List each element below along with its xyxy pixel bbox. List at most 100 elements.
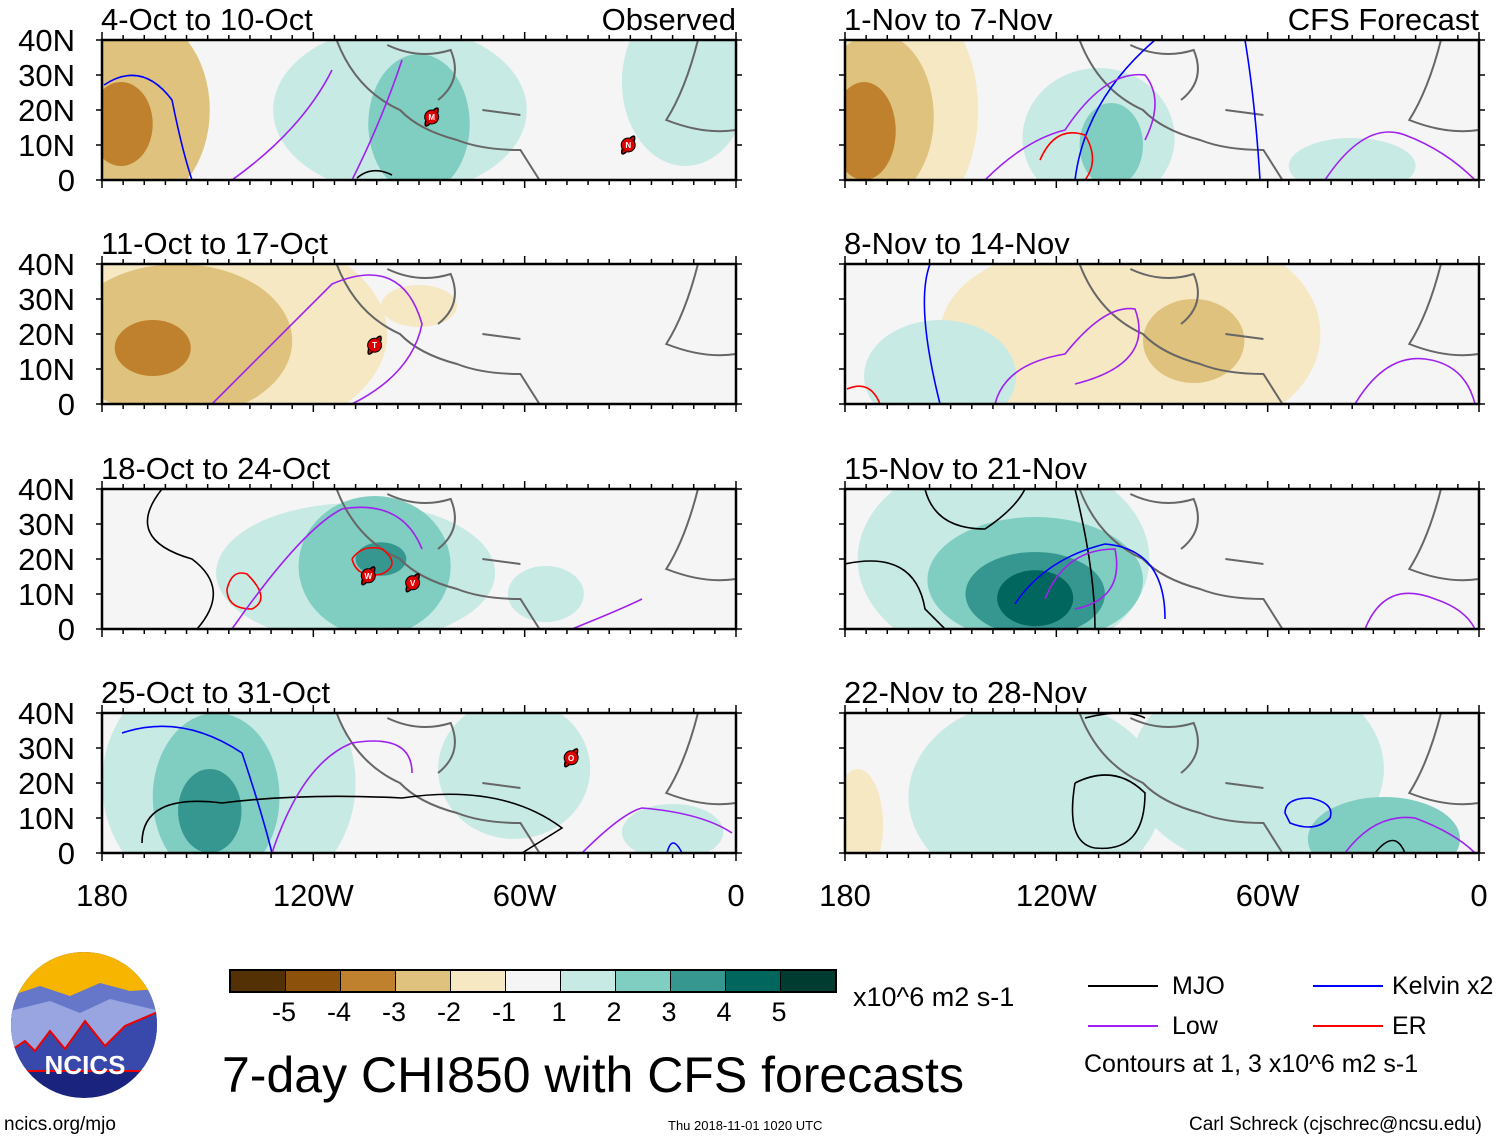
map-panel-left-3: O — [96, 705, 742, 861]
chi-shading — [178, 769, 242, 853]
x-tick-label: 60W — [1235, 878, 1300, 913]
logo-text: NCICS — [45, 1050, 126, 1080]
colorbar-label: 1 — [551, 997, 567, 1027]
low-line-icon — [1088, 1025, 1158, 1027]
panel-title: 1-Nov to 7-Nov — [844, 2, 1053, 37]
chi-shading — [845, 769, 884, 853]
storm-label: W — [364, 572, 372, 581]
contour-line — [103, 74, 193, 180]
x-tick-label: 0 — [727, 878, 745, 913]
chi-shading — [621, 804, 724, 853]
storm-label: M — [428, 113, 435, 122]
chi-shading — [438, 713, 591, 839]
contour-line — [666, 842, 683, 853]
chi-shading — [507, 566, 584, 622]
chi-shading — [908, 713, 1162, 853]
contour-line — [141, 793, 564, 853]
panel-title: 15-Nov to 21-Nov — [844, 451, 1087, 486]
map-panel-right-1 — [839, 256, 1485, 412]
y-tick-label: 20N — [18, 766, 75, 801]
mjo-line-icon — [1088, 985, 1158, 987]
legend-label: MJO — [1172, 972, 1225, 1000]
y-tick-label: 20N — [18, 317, 75, 352]
colorbar-swatch — [725, 971, 780, 991]
x-tick-label: 180 — [819, 878, 871, 913]
y-tick-label: 30N — [18, 507, 75, 542]
coastline — [335, 264, 736, 404]
contour-line — [121, 725, 273, 853]
contour-line — [356, 169, 393, 179]
contour-line — [923, 264, 941, 404]
storm-icon: N — [620, 135, 636, 155]
y-tick-label: 10N — [18, 352, 75, 387]
panel-tag: CFS Forecast — [1287, 2, 1479, 37]
y-tick-label: 30N — [18, 58, 75, 93]
panel-title: 4-Oct to 10-Oct — [101, 2, 313, 37]
colorbar-swatch — [615, 971, 670, 991]
colorbar-label: -3 — [381, 997, 406, 1027]
colorbar-swatch — [395, 971, 450, 991]
colorbar-swatch — [450, 971, 505, 991]
y-tick-label: 0 — [57, 387, 75, 422]
contour-line — [146, 489, 215, 629]
contour-line — [1071, 713, 1406, 853]
x-tick-label: 180 — [76, 878, 128, 913]
footer-url[interactable]: ncics.org/mjo — [4, 1114, 116, 1135]
contour-line — [211, 274, 423, 404]
colorbar-swatch — [231, 971, 285, 991]
chi-shading — [997, 570, 1074, 627]
contour-line — [1014, 543, 1166, 620]
coastline — [335, 489, 736, 629]
coastline — [335, 40, 736, 180]
colorbar-swatch — [560, 971, 615, 991]
chi-shading — [380, 285, 458, 327]
colorbar-label: 5 — [771, 997, 787, 1027]
y-tick-label: 20N — [18, 93, 75, 128]
contour-line — [231, 506, 643, 629]
chi-shading — [114, 320, 191, 376]
contour-line — [846, 385, 881, 404]
figure-title: 7-day CHI850 with CFS forecasts — [222, 1047, 964, 1103]
x-tick-label: 120W — [1015, 878, 1097, 913]
panel-title: 18-Oct to 24-Oct — [101, 451, 331, 486]
chi-shading — [355, 542, 407, 576]
colorbar: -5 -4 -3 -2 -1 1 2 3 4 5 — [229, 969, 837, 1027]
chi-shading — [1288, 138, 1416, 180]
y-tick-label: 40N — [18, 247, 75, 282]
contour-line — [231, 59, 403, 180]
map-panel-left-0: MN — [96, 32, 742, 188]
coastline — [1078, 264, 1479, 404]
y-tick-label: 10N — [18, 128, 75, 163]
chi-shading — [621, 40, 736, 166]
contour-line — [845, 489, 1096, 629]
y-tick-label: 30N — [18, 731, 75, 766]
map-panel-left-1: T — [96, 256, 742, 412]
panel-title: 8-Nov to 14-Nov — [844, 226, 1070, 261]
colorbar-label: -4 — [326, 997, 351, 1027]
storm-label: O — [568, 754, 574, 763]
contour-line — [226, 572, 262, 610]
y-tick-label: 30N — [18, 282, 75, 317]
contour-note: Contours at 1, 3 x10^6 m2 s-1 — [1084, 1050, 1419, 1078]
storm-label: V — [410, 579, 416, 588]
storm-icon: V — [405, 573, 421, 593]
colorbar-label: 2 — [606, 997, 622, 1027]
y-tick-label: 40N — [18, 472, 75, 507]
storm-icon: O — [563, 748, 579, 768]
contour-line — [1284, 797, 1332, 828]
storm-label: N — [625, 141, 631, 150]
contour-line — [984, 73, 1476, 180]
chi-shading — [845, 82, 896, 180]
colorbar-swatch — [780, 971, 835, 991]
y-tick-label: 20N — [18, 542, 75, 577]
map-panel-left-2: WV — [96, 481, 742, 637]
x-tick-label: 60W — [492, 878, 557, 913]
y-tick-label: 0 — [57, 836, 75, 871]
colorbar-label: -2 — [436, 997, 461, 1027]
map-panel-right-3 — [839, 705, 1485, 861]
panel-title: 25-Oct to 31-Oct — [101, 675, 331, 710]
footer-timestamp: Thu 2018-11-01 1020 UTC — [668, 1118, 823, 1133]
chi-shading — [1142, 299, 1245, 383]
contour-line — [994, 307, 1476, 404]
